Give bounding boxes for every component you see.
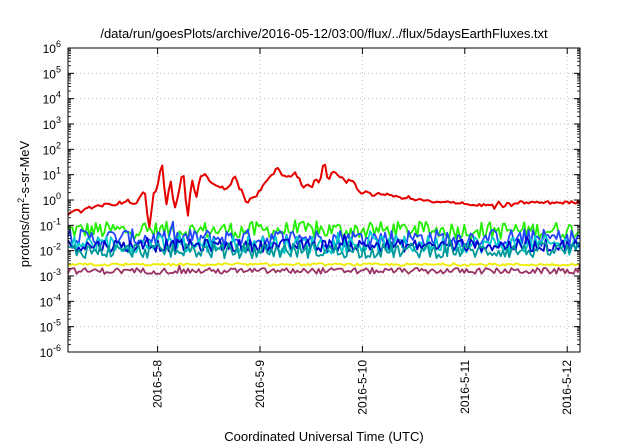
y-tick-label: 101 <box>43 166 61 183</box>
y-tick-label: 103 <box>43 115 61 132</box>
series-line-yellow <box>67 262 581 267</box>
y-tick-label-exponent: -3 <box>53 267 61 277</box>
y-axis-title-rest: -s-sr-MeV <box>17 140 32 197</box>
series-line-blue_light <box>67 220 581 249</box>
y-tick-label-exponent: 1 <box>56 166 61 176</box>
y-axis-title-sup: 2 <box>16 198 26 203</box>
y-tick-label-exponent: -6 <box>53 343 61 353</box>
y-tick-label-exponent: 2 <box>56 140 61 150</box>
series-group <box>67 163 581 275</box>
chart-title: /data/run/goesPlots/archive/2016-05-12/0… <box>100 26 548 41</box>
y-tick-label-exponent: 6 <box>56 39 61 49</box>
y-tick-label: 106 <box>43 39 61 56</box>
x-tick-label: 2016-5-9 <box>253 360 267 408</box>
y-axis-title-base: protons/cm <box>17 203 32 267</box>
y-tick-label: 10-1 <box>40 216 61 233</box>
y-tick-label-base: 10 <box>40 321 54 335</box>
y-tick-label-exponent: -5 <box>53 318 61 328</box>
y-tick-label: 105 <box>43 64 61 81</box>
y-tick-label: 10-5 <box>40 318 61 335</box>
y-tick-label: 10-6 <box>40 343 61 360</box>
y-tick-label: 10-2 <box>40 242 61 259</box>
x-tick-label: 2016-5-11 <box>458 360 472 414</box>
y-tick-label-base: 10 <box>40 219 54 233</box>
y-tick-label-base: 10 <box>43 143 57 157</box>
y-tick-label-base: 10 <box>40 346 54 360</box>
y-tick-label-base: 10 <box>43 194 57 208</box>
y-axis-title: protons/cm2-s-sr-MeV <box>16 140 32 267</box>
x-tick-label: 2016-5-12 <box>560 360 574 415</box>
y-tick-label: 100 <box>43 191 61 208</box>
y-tick-label-exponent: -4 <box>53 292 61 302</box>
series-line-cyan <box>67 230 581 256</box>
y-tick-label-base: 10 <box>40 295 54 309</box>
y-tick-label-base: 10 <box>40 270 54 284</box>
x-tick-label: 2016-5-8 <box>151 360 165 408</box>
y-tick-label-exponent: 4 <box>56 90 61 100</box>
y-tick-label-base: 10 <box>40 245 54 259</box>
y-tick-label-base: 10 <box>43 118 57 132</box>
series-line-teal <box>67 237 581 260</box>
y-tick-label-exponent: 5 <box>56 64 61 74</box>
x-tick-label: 2016-5-10 <box>355 360 369 415</box>
y-tick-label: 102 <box>43 140 61 157</box>
y-tick-label-exponent: 3 <box>56 115 61 125</box>
y-tick-label-base: 10 <box>43 67 57 81</box>
y-tick-label: 104 <box>43 90 61 107</box>
x-axis-title: Coordinated Universal Time (UTC) <box>224 429 423 444</box>
y-tick-label-exponent: 0 <box>56 191 61 201</box>
x-axis-ticks: 2016-5-8 2016-5-9 2016-5-10 2016-5-11 2016-5… <box>151 48 574 415</box>
series-line-purple <box>67 264 581 275</box>
y-tick-label-exponent: -2 <box>53 242 61 252</box>
y-axis-ticks: 10-610-510-410-310-210-11001011021031041… <box>40 39 580 360</box>
y-tick-label-exponent: -1 <box>53 216 61 226</box>
series-line-red <box>67 163 581 229</box>
y-tick-label-base: 10 <box>43 42 57 56</box>
y-tick-label: 10-4 <box>40 292 61 309</box>
y-tick-label-base: 10 <box>43 93 57 107</box>
y-tick-label-base: 10 <box>43 169 57 183</box>
y-tick-label: 10-3 <box>40 267 61 284</box>
